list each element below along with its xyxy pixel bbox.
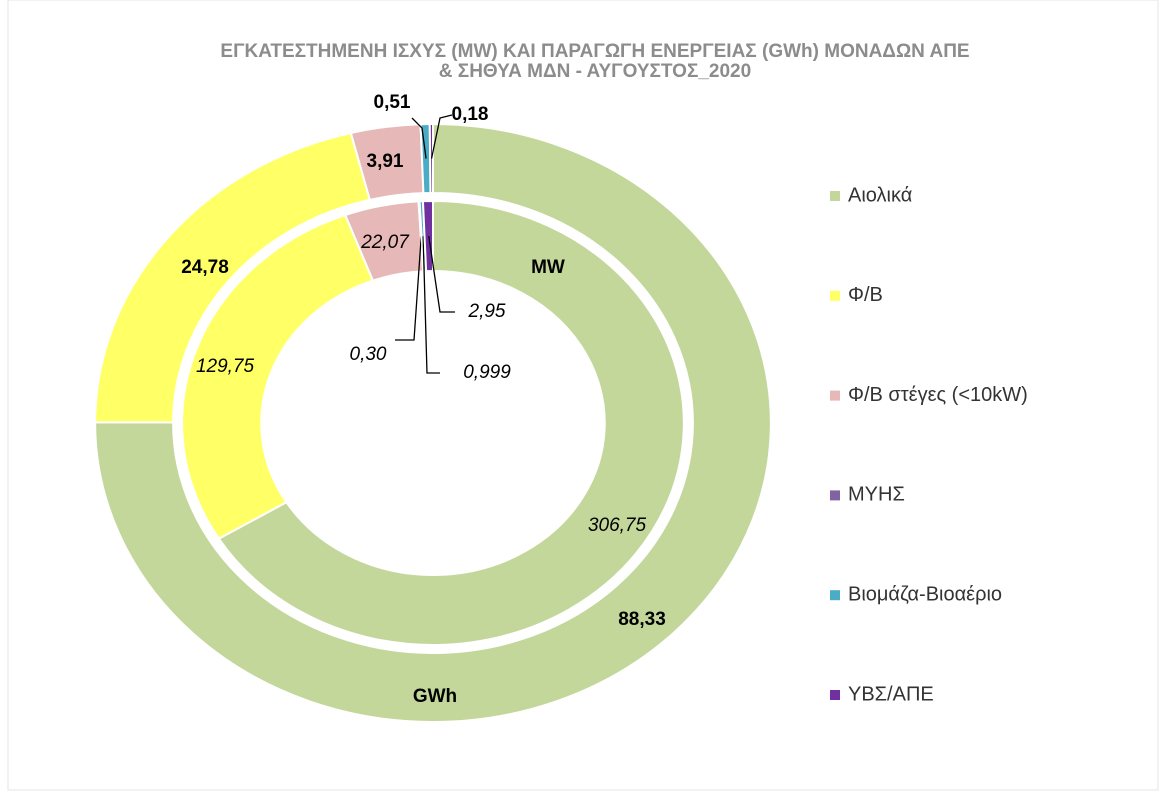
donut-slice bbox=[428, 122, 434, 195]
legend-label: Αιολικά bbox=[848, 184, 912, 206]
legend-swatch bbox=[830, 690, 840, 700]
leader-line bbox=[411, 117, 427, 159]
data-label: 0,18 bbox=[452, 104, 489, 125]
legend-swatch bbox=[830, 191, 840, 201]
ring-label: GWh bbox=[413, 686, 457, 707]
data-label: 3,91 bbox=[367, 151, 404, 172]
leader-line bbox=[422, 236, 440, 374]
legend-label: Φ/Β στέγες (<10kW) bbox=[848, 384, 1028, 406]
data-label: 24,78 bbox=[181, 257, 229, 278]
legend-label: Βιομάζα-Βιοαέριο bbox=[848, 583, 1002, 605]
donut-slice bbox=[94, 122, 772, 723]
leader-line bbox=[430, 114, 453, 159]
data-label: 0,999 bbox=[463, 362, 511, 383]
legend-label: ΥΒΣ/ΑΠΕ bbox=[848, 683, 934, 705]
data-label: 306,75 bbox=[588, 515, 647, 536]
data-label: 22,07 bbox=[360, 232, 410, 253]
data-label: 88,33 bbox=[618, 609, 666, 630]
ring-label: MW bbox=[531, 257, 565, 278]
legend-swatch bbox=[830, 590, 840, 601]
leader-line bbox=[395, 236, 422, 341]
frame bbox=[7, 0, 1159, 791]
donut-slice bbox=[421, 199, 434, 273]
legend-label: ΜΥΗΣ bbox=[848, 484, 905, 506]
data-label: 2,95 bbox=[468, 301, 506, 322]
legend-label: Φ/Β bbox=[848, 284, 883, 306]
data-label: 0,30 bbox=[350, 344, 387, 365]
chart-title: ΕΓΚΑΤΕΣΤΗΜΕΝΗ ΙΣΧΥΣ (MW) ΚΑΙ ΠΑΡΑΓΩΓΗ ΕΝ… bbox=[220, 41, 969, 62]
leader-line bbox=[428, 235, 455, 313]
legend-swatch bbox=[830, 490, 840, 501]
legend-swatch bbox=[830, 390, 840, 401]
legend-swatch bbox=[830, 290, 840, 301]
data-label: 129,75 bbox=[196, 356, 255, 377]
donut-slice bbox=[217, 199, 685, 646]
data-label: 0,51 bbox=[374, 92, 411, 113]
chart-title: & ΣΗΘΥΑ ΜΔΝ - ΑΥΓΟΥΣΤΟΣ_2020 bbox=[439, 61, 751, 82]
donut-slice bbox=[181, 213, 375, 540]
